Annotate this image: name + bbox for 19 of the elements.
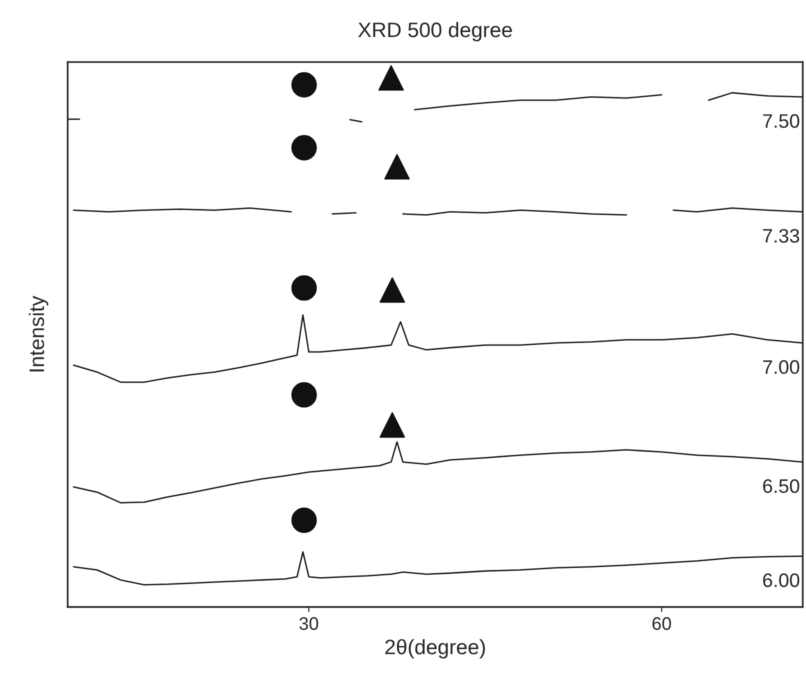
point	[291, 275, 317, 301]
series-label: 7.33	[763, 228, 800, 243]
x-tick-label: 30	[299, 617, 318, 630]
point	[380, 277, 406, 303]
x-tick-label: 60	[652, 617, 671, 630]
series-label: 7.00	[763, 360, 800, 374]
point	[291, 72, 317, 98]
point	[380, 412, 406, 438]
x-axis-title: 2θ(degree)	[385, 639, 485, 659]
point	[378, 65, 404, 91]
point	[291, 382, 317, 408]
point	[291, 507, 317, 533]
y-axis-title: Intensity	[28, 296, 48, 372]
point	[291, 135, 317, 160]
series-label: 7.50	[763, 114, 800, 128]
series-label: 6.50	[763, 479, 800, 493]
series-label: 6.00	[763, 573, 800, 588]
point	[384, 154, 410, 180]
chart-title: XRD 500 degree	[358, 22, 512, 42]
